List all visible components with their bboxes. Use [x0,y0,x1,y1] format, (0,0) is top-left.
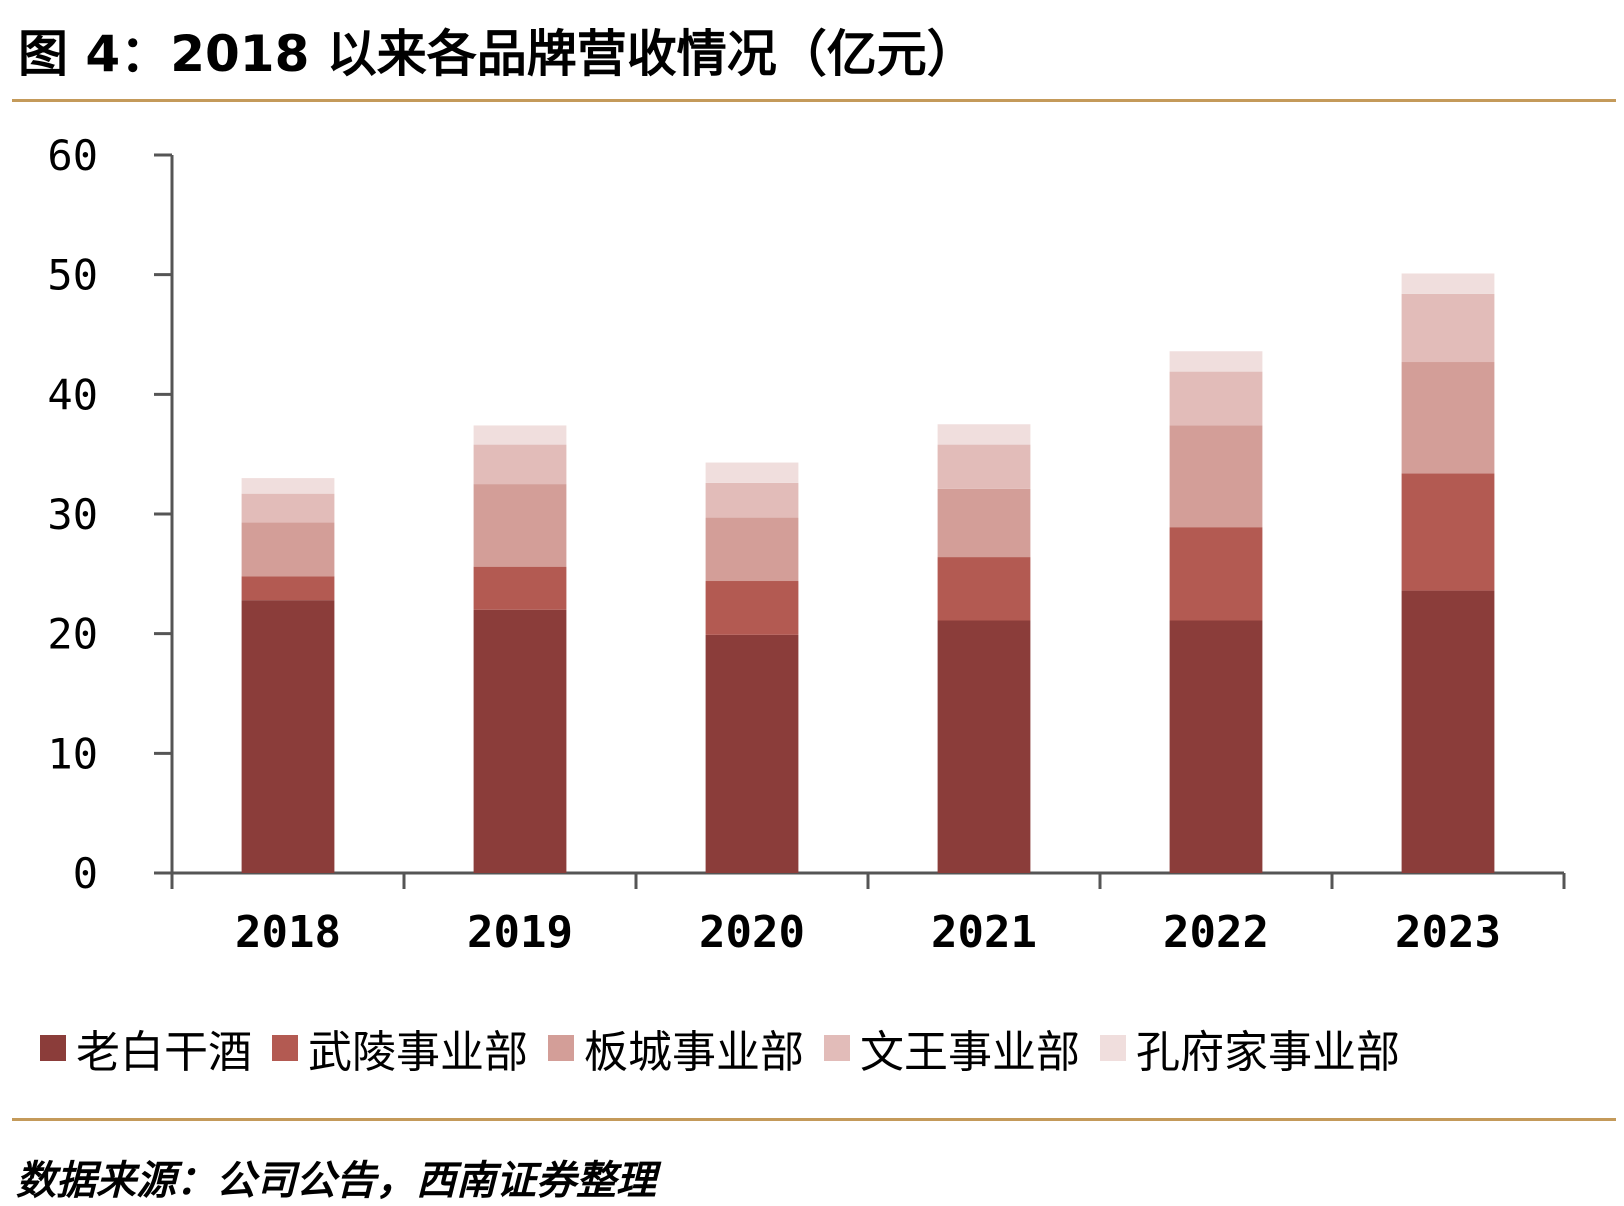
chart-legend: 老白干酒 武陵事业部 板城事业部 文王事业部 孔府家事业部 [40,1018,1604,1078]
x-tick-label: 2021 [931,907,1037,958]
bar-segment-2021 [937,620,1031,873]
bar-segment-2020 [705,581,799,635]
bar-segment-2023 [1401,273,1495,294]
bar-segment-2023 [1401,362,1495,474]
bar-segment-2018 [241,600,335,873]
legend-item: 板城事业部 [548,1018,804,1078]
stacked-bar-chart: 0 10 20 30 40 50 60 2018 2019 2020 2021 2022 2023 [47,131,1566,958]
bar-segment-2018 [241,478,335,494]
legend-label: 老白干酒 [76,1027,252,1078]
bar-segment-2021 [937,444,1031,489]
x-tick-label: 2018 [235,907,341,958]
legend-label: 板城事业部 [584,1027,804,1078]
bar-segment-2020 [705,462,799,483]
bar-segment-2018 [241,522,335,577]
bar-segment-2022 [1169,425,1263,528]
y-tick-label: 0 [73,849,98,898]
bar-segment-2022 [1169,620,1263,873]
legend-item: 文王事业部 [824,1018,1080,1078]
legend-item: 孔府家事业部 [1100,1018,1400,1078]
bar-segment-2023 [1401,590,1495,873]
legend-item: 老白干酒 [40,1018,252,1078]
bar-segment-2020 [705,482,799,518]
legend-swatch [824,1035,850,1061]
bar-segment-2018 [241,493,335,523]
y-tick-label: 40 [47,370,98,419]
bottom-rule [12,1118,1616,1121]
bar-segment-2020 [705,634,799,873]
y-tick-label: 50 [47,251,98,300]
legend-label: 武陵事业部 [308,1027,528,1078]
top-rule [12,99,1616,102]
y-tick-label: 20 [47,610,98,659]
bar-segment-2022 [1169,351,1263,372]
legend-swatch [548,1035,574,1061]
bar-segment-2023 [1401,473,1495,591]
legend-label: 孔府家事业部 [1136,1027,1400,1078]
legend-swatch [1100,1035,1126,1061]
bar-segment-2019 [473,609,567,873]
bar-segment-2020 [705,517,799,582]
y-tick-label: 10 [47,729,98,778]
bar-segment-2021 [937,488,1031,558]
bar-segment-2019 [473,444,567,485]
legend-swatch [40,1035,66,1061]
legend-label: 文王事业部 [860,1027,1080,1078]
bar-segment-2021 [937,557,1031,621]
bar-segment-2019 [473,566,567,610]
x-tick-label: 2023 [1395,907,1501,958]
bar-segment-2019 [473,425,567,445]
x-tick-label: 2022 [1163,907,1269,958]
y-tick-label: 30 [47,490,98,539]
bar-segment-2022 [1169,371,1263,426]
bar-segment-2022 [1169,527,1263,621]
y-tick-label: 60 [47,131,98,180]
legend-swatch [272,1035,298,1061]
bar-segment-2023 [1401,293,1495,363]
x-tick-label: 2020 [699,907,805,958]
data-source-note: 数据来源：公司公告，西南证券整理 [16,1158,656,1204]
bar-segment-2021 [937,424,1031,445]
legend-item: 武陵事业部 [272,1018,528,1078]
x-tick-label: 2019 [467,907,573,958]
figure-title: 图 4：2018 以来各品牌营收情况（亿元） [18,25,977,83]
bar-segment-2019 [473,484,567,567]
bar-segment-2018 [241,576,335,601]
